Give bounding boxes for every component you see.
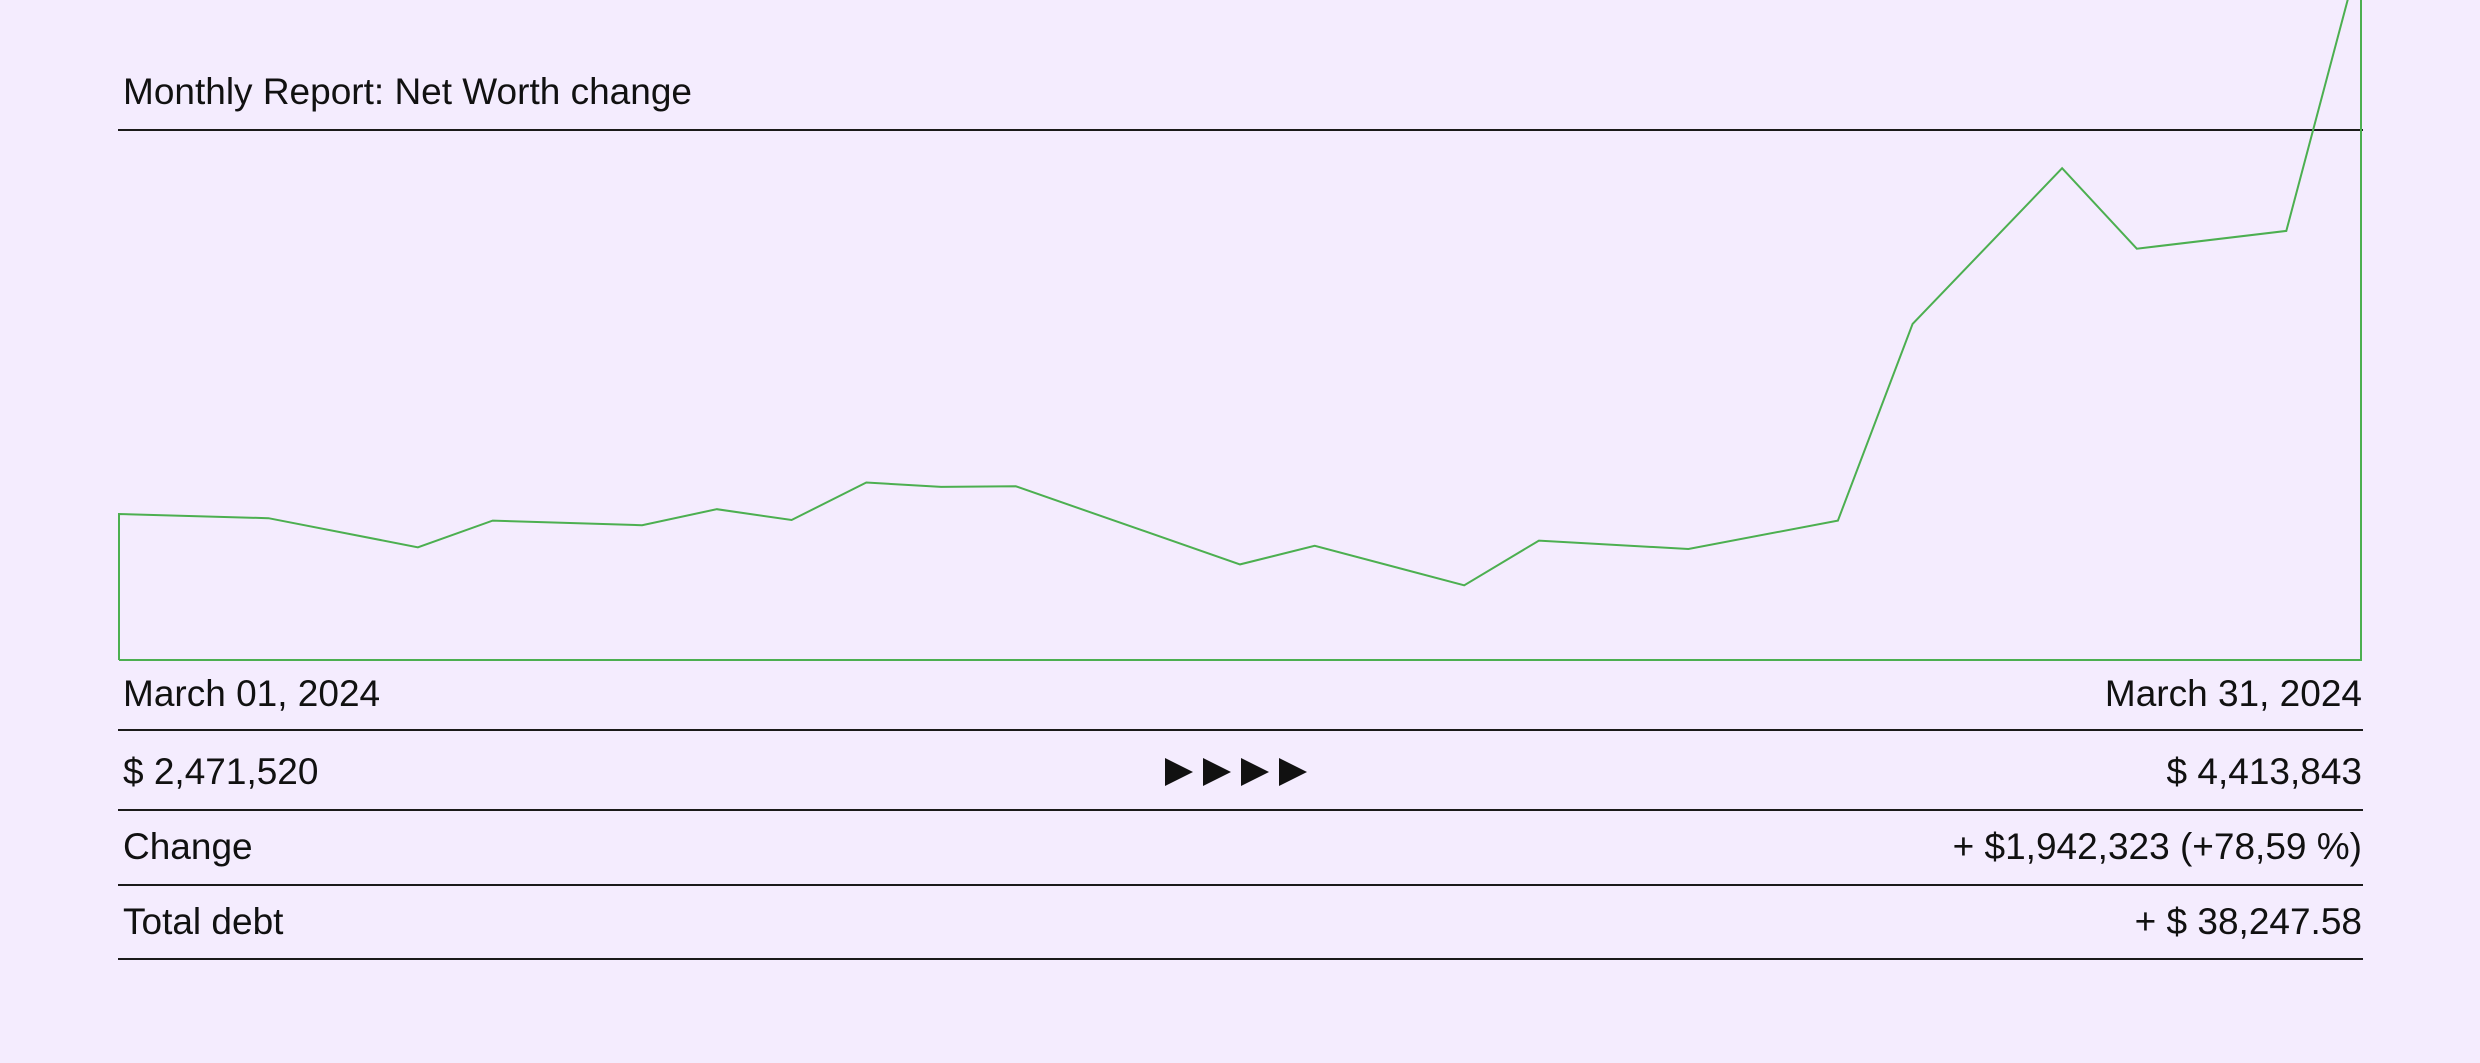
play-arrow-icon — [1165, 758, 1193, 786]
value-divider — [118, 809, 2363, 811]
change-label: Change — [123, 826, 253, 867]
play-arrow-icon — [1279, 758, 1307, 786]
debt-divider — [118, 958, 2363, 960]
total-debt-label: Total debt — [123, 901, 284, 942]
date-divider — [118, 729, 2363, 731]
start-value: $ 2,471,520 — [123, 751, 319, 792]
total-debt-value: + $ 38,247.58 — [2134, 901, 2362, 942]
end-date: March 31, 2024 — [2104, 673, 2362, 714]
play-arrow-icon — [1241, 758, 1269, 786]
end-value: $ 4,413,843 — [2166, 751, 2362, 792]
title-divider — [118, 129, 2363, 131]
report-title: Monthly Report: Net Worth change — [123, 71, 692, 112]
net-worth-line — [118, 0, 2362, 661]
net-worth-report: Monthly Report: Net Worth change March 0… — [118, 0, 2363, 1063]
play-arrow-icon — [1203, 758, 1231, 786]
change-value: + $1,942,323 (+78,59 %) — [1952, 826, 2362, 867]
arrow-indicator — [1165, 752, 1325, 792]
start-date: March 01, 2024 — [123, 673, 381, 714]
net-worth-area-chart — [118, 0, 2362, 661]
change-divider — [118, 884, 2363, 886]
